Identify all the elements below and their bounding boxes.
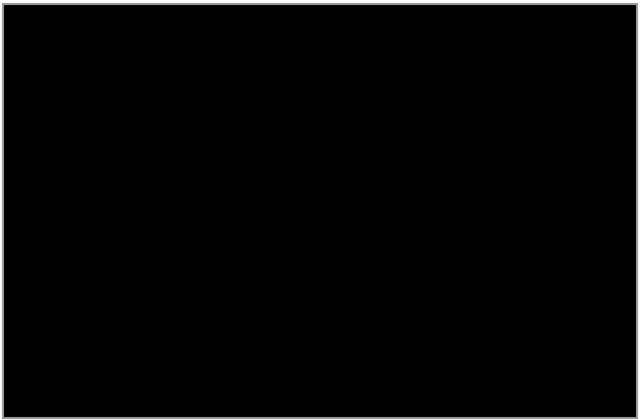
Bar	[16, 90, 48, 200]
Text: PDF11
(PROFIBUS DP
cable with socket,
length 0.5 m.: PDF11 (PROFIBUS DP cable with socket, le…	[467, 334, 540, 374]
Bar	[163, 99, 193, 191]
Text: AQ25: AQ25	[168, 144, 187, 150]
Bar	[50, 90, 79, 200]
Circle shape	[428, 286, 453, 302]
Bar	[542, 89, 586, 93]
Bar	[507, 205, 523, 219]
Bar	[542, 204, 569, 231]
Bar	[164, 90, 190, 97]
Polygon shape	[240, 304, 318, 313]
Text: **unshielded
signal lines
as short as
possible: **unshielded signal lines as short as po…	[368, 65, 424, 105]
Text: AC500 CPU
with DP Master: AC500 CPU with DP Master	[14, 31, 82, 50]
Polygon shape	[13, 304, 91, 313]
Text: PDM11
(PROFIBUS DP
cable with plug,
length 0.5 m. Brown
and blue cores not used.: PDM11 (PROFIBUS DP cable with plug, leng…	[144, 334, 243, 384]
Bar	[16, 89, 80, 94]
Bar	[520, 88, 534, 187]
Circle shape	[69, 271, 95, 288]
Circle shape	[169, 178, 186, 189]
Circle shape	[284, 321, 296, 330]
Circle shape	[335, 286, 361, 302]
Bar	[118, 65, 152, 69]
Bar	[18, 214, 34, 227]
Circle shape	[246, 219, 257, 226]
Bar	[540, 197, 577, 235]
Circle shape	[271, 93, 281, 100]
Circle shape	[120, 120, 150, 140]
Bar	[13, 313, 77, 397]
Bar	[505, 76, 531, 84]
Circle shape	[248, 321, 260, 330]
Bar	[505, 197, 532, 223]
Text: Termination
= ON: Termination = ON	[342, 118, 396, 138]
Bar	[16, 338, 74, 395]
Bar	[116, 63, 154, 197]
Bar	[243, 338, 301, 395]
Text: Termination
= ON: Termination = ON	[342, 170, 396, 189]
Circle shape	[20, 321, 33, 330]
Polygon shape	[77, 304, 91, 397]
Bar	[164, 136, 190, 158]
Bar	[540, 80, 589, 197]
Bar	[24, 210, 36, 229]
Bar	[120, 66, 148, 76]
Text: AC500 CPU
as DP slave: AC500 CPU as DP slave	[545, 31, 598, 50]
Bar	[13, 84, 83, 210]
Bar	[545, 104, 560, 113]
Bar	[164, 96, 190, 105]
Bar	[240, 313, 304, 397]
Circle shape	[271, 219, 281, 226]
Text: Repeater: Repeater	[246, 175, 300, 185]
Bar	[16, 208, 48, 231]
Circle shape	[74, 274, 90, 285]
Bar	[503, 89, 534, 93]
Circle shape	[126, 124, 144, 136]
Circle shape	[169, 165, 186, 176]
Circle shape	[432, 289, 449, 299]
Bar	[163, 90, 193, 93]
Polygon shape	[245, 76, 300, 244]
Bar	[118, 76, 152, 185]
Bar	[503, 88, 518, 187]
Text: Segment 2: Segment 2	[416, 16, 480, 28]
Bar	[161, 80, 195, 202]
Polygon shape	[304, 304, 318, 397]
Text: Power
supply
24VDC: Power supply 24VDC	[257, 338, 287, 368]
Circle shape	[56, 321, 69, 330]
Bar	[22, 103, 42, 113]
Bar	[500, 80, 537, 197]
Bar	[545, 76, 582, 84]
Bar	[566, 88, 586, 187]
Bar	[542, 88, 564, 187]
Circle shape	[246, 93, 257, 100]
Text: **: **	[234, 299, 245, 310]
Bar	[505, 104, 516, 113]
Text: Power
supply
24VDC: Power supply 24VDC	[29, 338, 60, 368]
Text: Segment 1: Segment 1	[138, 16, 202, 28]
